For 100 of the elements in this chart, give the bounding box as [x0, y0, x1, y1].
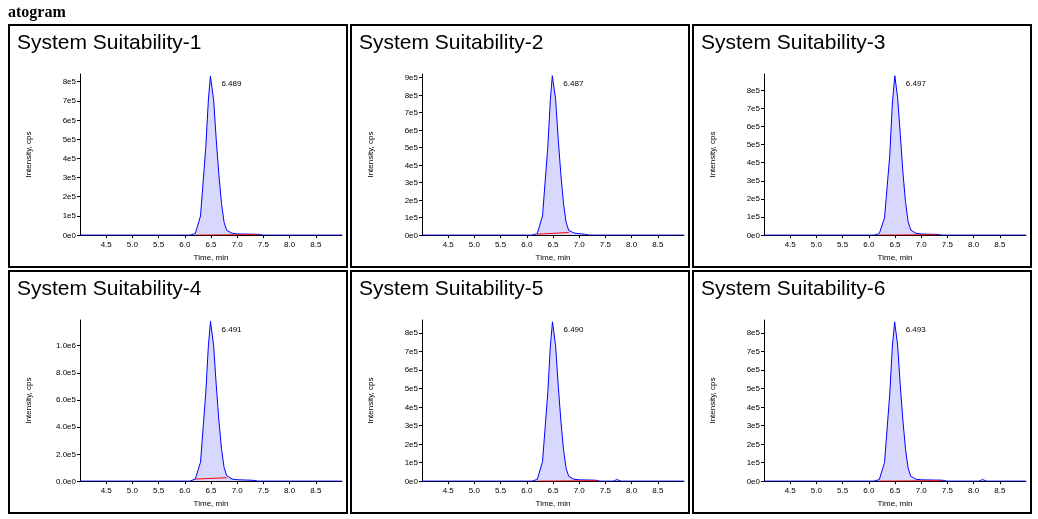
x-tick-label: 8.0: [626, 485, 638, 495]
y-tick-label: 1.0e6: [55, 341, 77, 351]
annotation: 6.490: [563, 325, 585, 335]
x-tick-label: 5.5: [153, 239, 165, 249]
y-tick-label: 0e0: [62, 230, 77, 240]
x-tick-label: 5.5: [837, 485, 849, 495]
y-axis-title: Intensity, cps: [23, 131, 33, 178]
x-axis-title: Time, min: [877, 498, 913, 508]
x-tick-label: 6.5: [547, 485, 560, 495]
x-tick-label: 6.5: [889, 485, 902, 495]
x-tick-label: 6.5: [205, 485, 218, 495]
annotation: 6.497: [905, 79, 927, 89]
y-tick-label: 2e5: [404, 439, 419, 449]
x-axis-title: Time, min: [535, 498, 571, 508]
x-tick-label: 5.0: [468, 485, 481, 495]
y-tick-label: 0e0: [404, 230, 419, 240]
y-tick-label: 8e5: [62, 77, 77, 87]
x-tick-label: 7.0: [231, 239, 244, 249]
y-tick-label: 2e5: [746, 439, 761, 449]
x-axis-title: Time, min: [193, 252, 229, 262]
y-tick-label: 3e5: [746, 176, 761, 186]
y-tick-label: 1e5: [62, 211, 77, 221]
annotation: 6.487: [563, 79, 584, 89]
x-tick-label: 8.0: [284, 239, 296, 249]
y-tick-label: 8e5: [746, 328, 761, 338]
y-tick-label: 7e5: [404, 346, 419, 356]
y-tick-label: 3e5: [404, 421, 419, 431]
y-tick-label: 6e5: [404, 125, 419, 135]
x-tick-label: 8.5: [652, 485, 664, 495]
x-tick-label: 5.0: [810, 485, 823, 495]
x-tick-label: 8.0: [284, 485, 296, 495]
x-tick-label: 4.5: [442, 485, 455, 495]
x-tick-label: 6.0: [179, 239, 191, 249]
x-tick-label: 7.0: [915, 485, 928, 495]
y-axis-title: Intensity, cps: [365, 377, 375, 424]
y-tick-label: 1e5: [746, 458, 761, 468]
annotation: 6.491: [221, 324, 243, 334]
x-tick-label: 4.5: [784, 239, 797, 249]
chart-title: System Suitability-5: [359, 276, 544, 299]
y-tick-label: 8e5: [404, 328, 419, 338]
y-tick-label: 6.0e5: [55, 395, 77, 405]
x-tick-label: 6.5: [547, 239, 560, 249]
y-tick-label: 0e0: [746, 476, 761, 486]
x-axis-title: Time, min: [535, 252, 571, 262]
x-tick-label: 6.0: [863, 239, 875, 249]
x-tick-label: 8.0: [968, 485, 980, 495]
y-axis-title: Intensity, cps: [707, 377, 717, 424]
y-tick-label: 0e0: [404, 476, 419, 486]
y-axis-title: Intensity, cps: [23, 377, 33, 424]
y-tick-label: 4e5: [746, 158, 761, 168]
chart-title: System Suitability-2: [359, 30, 544, 53]
chart-title: System Suitability-6: [701, 276, 886, 299]
x-tick-label: 8.5: [994, 485, 1006, 495]
x-tick-label: 7.0: [231, 485, 244, 495]
x-tick-label: 4.5: [784, 485, 797, 495]
x-tick-label: 5.5: [495, 239, 507, 249]
y-tick-label: 3e5: [62, 173, 77, 183]
annotation: 6.489: [221, 79, 242, 89]
y-tick-label: 4e5: [404, 160, 419, 170]
text: atogram: [8, 3, 67, 20]
y-tick-label: 7e5: [746, 346, 761, 356]
x-axis-title: Time, min: [877, 252, 913, 262]
y-tick-label: 7e5: [62, 96, 77, 106]
y-tick-label: 1e5: [746, 212, 761, 222]
annotation: 6.493: [905, 325, 927, 335]
x-tick-label: 4.5: [100, 485, 113, 495]
y-tick-label: 2.0e5: [55, 449, 77, 459]
x-tick-label: 8.0: [626, 239, 638, 249]
x-tick-label: 7.5: [941, 239, 954, 249]
y-tick-label: 7e5: [746, 103, 761, 113]
x-tick-label: 8.0: [968, 239, 980, 249]
x-tick-label: 5.0: [126, 485, 139, 495]
y-tick-label: 2e5: [404, 195, 419, 205]
x-tick-label: 5.5: [153, 485, 165, 495]
y-axis-title: Intensity, cps: [707, 131, 717, 178]
y-tick-label: 5e5: [62, 134, 77, 144]
x-tick-label: 7.5: [257, 239, 270, 249]
x-tick-label: 5.0: [468, 239, 481, 249]
y-tick-label: 1e5: [404, 458, 419, 468]
x-tick-label: 5.5: [495, 485, 507, 495]
y-tick-label: 8e5: [404, 90, 419, 100]
y-tick-label: 4e5: [62, 153, 77, 163]
y-tick-label: 0.0e0: [55, 476, 77, 486]
y-tick-label: 0e0: [746, 230, 761, 240]
y-tick-label: 3e5: [404, 178, 419, 188]
x-tick-label: 4.5: [442, 239, 455, 249]
y-tick-label: 8.0e5: [55, 368, 77, 378]
x-tick-label: 6.5: [205, 239, 218, 249]
x-tick-label: 7.0: [573, 485, 586, 495]
x-tick-label: 6.5: [889, 239, 902, 249]
y-tick-label: 6e5: [404, 365, 419, 375]
chart-title: System Suitability-1: [17, 30, 202, 53]
y-tick-label: 5e5: [404, 384, 419, 394]
x-tick-label: 6.0: [521, 239, 533, 249]
x-tick-label: 5.0: [810, 239, 823, 249]
y-tick-label: 5e5: [404, 143, 419, 153]
x-tick-label: 5.0: [126, 239, 139, 249]
x-tick-label: 8.5: [994, 239, 1006, 249]
x-tick-label: 7.0: [915, 239, 928, 249]
x-tick-label: 6.0: [521, 485, 533, 495]
